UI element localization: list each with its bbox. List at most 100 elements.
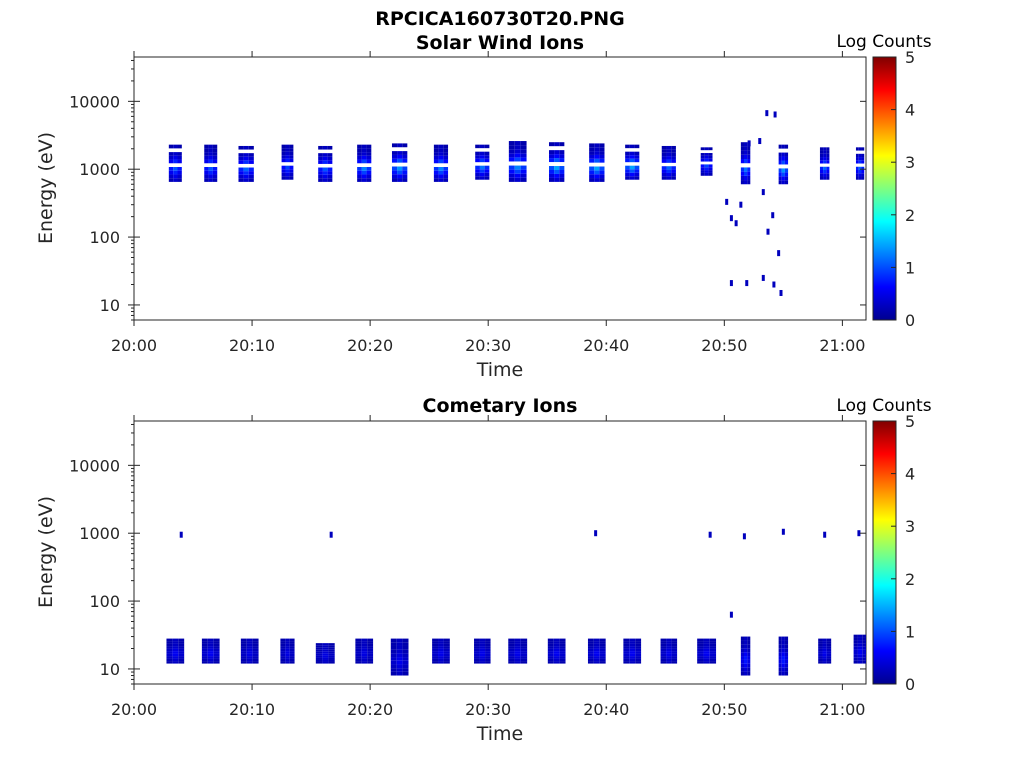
burst-cell [390, 642, 397, 646]
burst-cell [315, 657, 323, 660]
burst-cell [589, 151, 595, 155]
burst-cell [703, 646, 710, 649]
burst-cell [438, 651, 444, 654]
burst-cell [853, 652, 858, 655]
burst-cell [634, 176, 640, 180]
burst-cell [778, 636, 782, 641]
burst-cell [740, 159, 744, 164]
burst-cell [553, 641, 560, 644]
burst-cell [781, 144, 785, 149]
burst-cell [328, 655, 335, 658]
burst-cell [784, 652, 789, 657]
burst-cell [285, 646, 290, 649]
burst-cell [520, 643, 528, 647]
burst-cell [443, 144, 449, 149]
burst-cell [589, 154, 595, 159]
burst-cell [443, 651, 450, 654]
y-tick-label: 1000 [79, 524, 120, 543]
burst-cell [819, 173, 824, 177]
burst-cell [367, 646, 374, 649]
burst-cell [443, 641, 450, 644]
burst-cell [474, 638, 480, 642]
burst-cell [212, 148, 218, 153]
burst-cell [397, 154, 403, 159]
burst-cell [857, 643, 863, 647]
burst-cell [784, 172, 789, 177]
burst-cell [396, 657, 403, 661]
burst-cell [589, 178, 595, 182]
burst-cell [514, 651, 521, 654]
burst-cell [433, 170, 439, 175]
burst-cell [826, 653, 832, 657]
plot-frame [133, 420, 867, 685]
burst [281, 144, 294, 180]
burst-cell [660, 643, 667, 647]
burst-cell [315, 661, 323, 664]
burst-cell [201, 653, 208, 657]
burst [697, 638, 717, 664]
burst-cell [666, 156, 672, 160]
burst-cell [623, 648, 630, 652]
burst-cell [553, 638, 560, 642]
burst-cell [178, 656, 185, 659]
burst-cell [520, 648, 528, 652]
burst-cell [708, 155, 713, 159]
burst-cell [289, 155, 294, 159]
burst-cell [327, 145, 333, 150]
burst-cell [318, 174, 323, 179]
burst-cell [514, 149, 521, 154]
burst-cell [661, 172, 667, 177]
burst [355, 638, 374, 664]
burst-cell [818, 656, 823, 659]
burst-cell [213, 658, 220, 662]
burst-cell [703, 643, 710, 647]
burst-cell [661, 145, 667, 150]
burst-cell [634, 158, 640, 163]
burst-cell [784, 671, 789, 676]
burst-cell [629, 648, 636, 652]
burst-cell [238, 160, 244, 164]
burst-cell [289, 176, 294, 180]
burst-cell [402, 649, 409, 654]
burst-cell [438, 648, 444, 652]
burst-cell [438, 167, 444, 171]
burst-cell [208, 155, 213, 160]
burst-cell [508, 165, 515, 170]
burst-cell [355, 648, 362, 652]
burst-cell [289, 148, 294, 152]
burst-cell [361, 148, 367, 153]
burst-cell [285, 651, 290, 654]
burst-cell [629, 151, 635, 156]
burst-cell [703, 641, 710, 644]
burst-cell [204, 159, 209, 164]
burst [778, 144, 789, 185]
burst-cell [514, 646, 521, 649]
burst-cell [587, 648, 594, 652]
burst-cell [361, 174, 367, 179]
burst-cell [629, 172, 635, 177]
burst-cell [212, 144, 218, 149]
burst-cell [559, 169, 565, 174]
burst-cell [438, 155, 444, 160]
burst-cell [778, 659, 782, 664]
burst-cell [355, 646, 362, 649]
burst-cell [361, 178, 367, 182]
burst-cell [744, 652, 748, 657]
burst-cell [475, 144, 480, 149]
burst-cell [853, 640, 858, 644]
burst [508, 141, 527, 182]
burst-cell [322, 167, 328, 172]
burst-cell [240, 656, 247, 659]
burst [166, 638, 185, 664]
burst-cell [861, 170, 865, 174]
burst-cell [475, 155, 480, 159]
burst-cell [238, 153, 244, 157]
colorbar-ticks: 0 1 2 3 4 5 [891, 412, 915, 694]
burst-cell [238, 178, 244, 182]
burst-cell [857, 649, 863, 653]
burst-cell [281, 148, 286, 152]
burst-cell [361, 658, 368, 662]
burst-cell [432, 643, 439, 647]
burst-cell [671, 643, 678, 647]
burst-cell [700, 170, 705, 173]
